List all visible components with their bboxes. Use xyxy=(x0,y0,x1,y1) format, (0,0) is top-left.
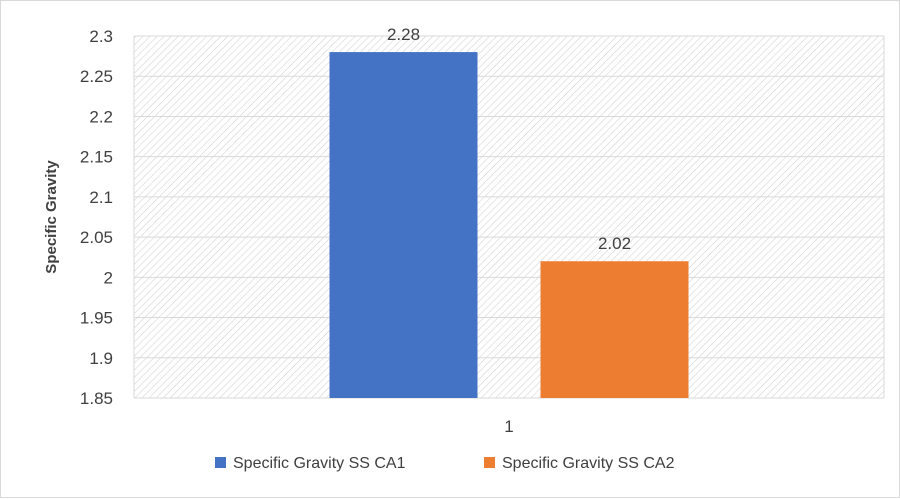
data-label-2: 2.02 xyxy=(598,234,631,253)
legend-swatch-2 xyxy=(484,457,495,468)
x-tick-label: 1 xyxy=(504,417,513,436)
y-tick-label: 2.1 xyxy=(89,188,113,207)
legend-label-1: Specific Gravity SS CA1 xyxy=(233,455,406,472)
grid-lines xyxy=(133,35,885,399)
data-labels: 2.28 2.02 xyxy=(387,25,631,253)
y-tick-label: 2.3 xyxy=(89,27,113,46)
bar-2 xyxy=(540,261,689,398)
y-tick-label: 1.95 xyxy=(80,309,113,328)
legend: Specific Gravity SS CA1 Specific Gravity … xyxy=(215,455,675,472)
plot-area xyxy=(134,36,884,398)
x-axis-tick-labels: 1 xyxy=(504,417,513,436)
y-tick-label: 2.15 xyxy=(80,148,113,167)
y-tick-label: 2 xyxy=(104,268,113,287)
y-tick-label: 1.9 xyxy=(89,349,113,368)
y-tick-label: 2.25 xyxy=(80,67,113,86)
legend-label-2: Specific Gravity SS CA2 xyxy=(502,455,675,472)
y-tick-label: 1.85 xyxy=(80,389,113,408)
y-axis-tick-labels: 1.85 1.9 1.95 2 2.05 2.1 2.15 2.2 2.25 2.3 xyxy=(80,27,113,408)
y-tick-label: 2.2 xyxy=(89,107,113,126)
legend-swatch-1 xyxy=(215,457,226,468)
bar-1 xyxy=(329,52,478,398)
data-label-1: 2.28 xyxy=(387,25,420,44)
y-tick-label: 2.05 xyxy=(80,228,113,247)
y-axis-title: Specific Gravity xyxy=(43,160,60,274)
bars xyxy=(329,52,689,398)
